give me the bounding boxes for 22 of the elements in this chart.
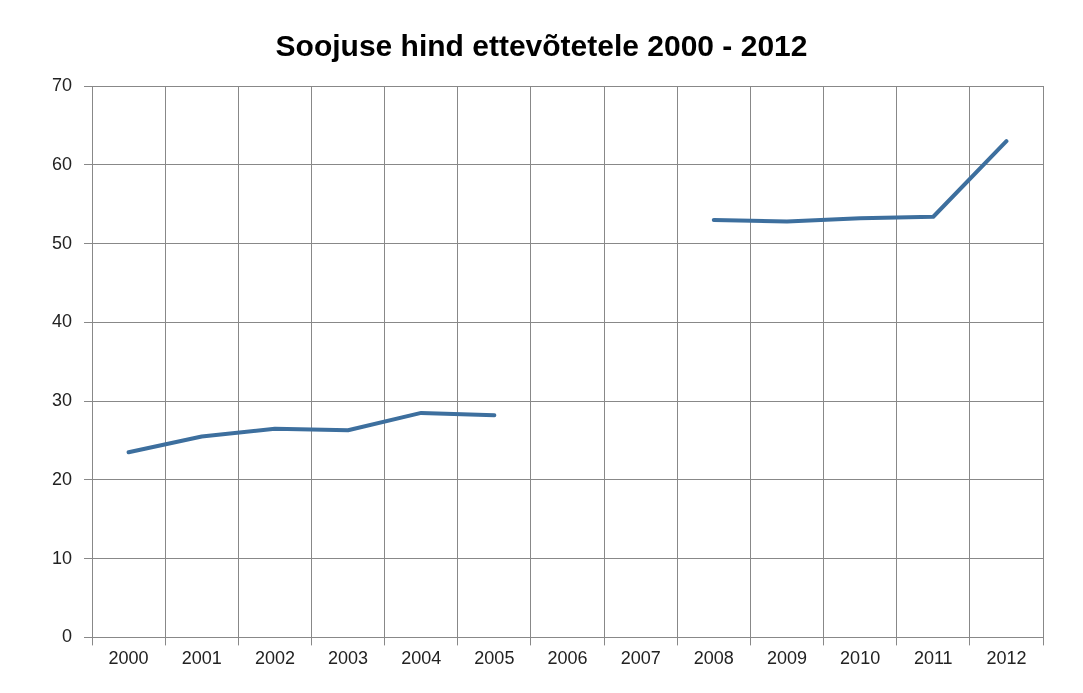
x-tick-label: 2005	[474, 648, 515, 669]
x-tick-label: 2011	[913, 648, 953, 669]
y-tick-label: 50	[51, 232, 73, 253]
y-tick-label: 30	[51, 390, 73, 411]
y-tick-label: 10	[51, 547, 73, 568]
x-tick-label: 2004	[401, 648, 442, 669]
y-tick-label: 60	[51, 153, 73, 174]
x-tick-label: 2000	[108, 648, 149, 669]
x-tick-label: 2006	[547, 648, 588, 669]
x-tick-label: 2010	[840, 648, 881, 669]
y-tick-label: 0	[62, 626, 73, 647]
x-tick-label: 2002	[254, 648, 295, 669]
x-tick-label: 2007	[620, 648, 661, 669]
x-tick-label: 2008	[693, 648, 734, 669]
y-tick-label: 70	[51, 74, 73, 95]
x-tick-label: 2003	[328, 648, 369, 669]
x-tick-label: 2009	[766, 648, 807, 669]
y-tick-label: 20	[51, 468, 73, 489]
y-tick-label: 40	[51, 311, 73, 332]
x-tick-label: 2012	[986, 648, 1027, 669]
chart-title: Soojuse hind ettevõtetele 2000 - 2012	[275, 29, 808, 63]
x-tick-label: 2001	[181, 648, 222, 669]
